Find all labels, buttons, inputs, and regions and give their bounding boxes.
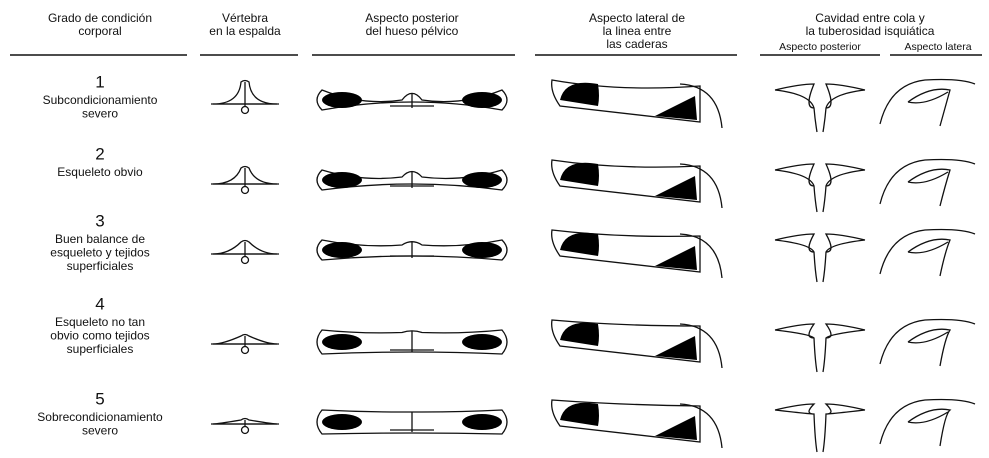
lateral-blob [560,82,599,106]
vertebra-dot [240,255,250,265]
lateral-tail [679,323,723,369]
header-text: Vértebra [222,11,268,25]
lateral-tail [679,83,723,129]
lateral-view [907,88,951,127]
lateral-tail [679,163,723,209]
cavity [774,83,818,133]
header-text: del hueso pélvico [366,24,459,38]
pelvis-blob [322,334,362,350]
row-label: superficiales [67,342,134,356]
row-label: Sobrecondicionamiento [37,410,163,424]
header-text: en la espalda [209,24,281,38]
header-text: la linea entre [603,24,672,38]
row-label: severo [82,424,118,438]
row-label: Buen balance de [55,232,145,246]
lateral-blob [655,96,697,120]
cavity [774,163,818,213]
pelvis-blob [462,92,502,108]
row-label: obvio como tejidos [50,329,149,343]
vertebra [212,239,278,255]
pelvis [316,169,508,191]
lateral-tail [679,403,723,449]
vertebra-dot [240,345,250,355]
lateral-tail [679,233,723,279]
cavity [822,403,866,453]
lateral-blob [560,162,599,186]
pelvis-blob [322,414,362,430]
pelvis-blob [322,92,362,108]
score: 3 [95,211,104,230]
lateral-blob [560,402,599,426]
lateral-blob [655,246,697,270]
vertebra [212,165,278,185]
header-text: la tuberosidad isquiática [806,24,935,38]
row-label: severo [82,107,118,121]
lateral-blob [560,322,599,346]
subheader: Aspecto posterior [779,41,861,53]
score: 1 [95,72,104,91]
pelvis [316,409,508,435]
header-text: Grado de condición [48,11,152,25]
header-text: Aspecto lateral de [589,11,685,25]
lateral-view [907,408,952,447]
header-text: Cavidad entre cola y [815,11,924,25]
cavity [822,163,866,213]
pelvis-blob [462,242,502,258]
vertebra [212,333,278,345]
lateral-view [907,168,951,207]
cavity [822,323,866,373]
header-text: Aspecto posterior [365,11,458,25]
vertebra [212,79,278,105]
pelvis [316,89,508,111]
subheader: Aspecto latera [904,41,971,53]
lateral-view [879,78,976,125]
lateral-view [907,238,951,277]
row-label: Esqueleto no tan [55,315,145,329]
vertebra-dot [240,105,250,115]
header-text: corporal [78,24,121,38]
cavity [774,233,818,283]
pelvis-blob [322,242,362,258]
row-label: esqueleto y tejidos [50,246,149,260]
row-label: superficiales [67,259,134,273]
pelvis-blob [462,172,502,188]
lateral-view [879,158,976,205]
cavity [774,323,818,373]
vertebra-dot [240,185,250,195]
row-label: Esqueleto obvio [57,165,143,179]
lateral-view [879,228,976,275]
lateral-view [879,398,976,445]
score: 4 [95,294,104,313]
cavity [774,403,818,453]
pelvis-blob [322,172,362,188]
lateral-blob [655,336,697,360]
lateral-blob [655,416,697,440]
pelvis [316,239,508,261]
vertebra-dot [240,425,250,435]
pelvis-blob [462,414,502,430]
score: 2 [95,144,104,163]
pelvis [316,329,508,355]
lateral-view [907,328,952,367]
lateral-view [879,318,976,365]
cavity [822,233,866,283]
row-label: Subcondicionamiento [43,93,158,107]
lateral-blob [560,232,599,256]
score: 5 [95,389,104,408]
header-text: las caderas [606,37,667,51]
pelvis-blob [462,334,502,350]
lateral-blob [655,176,697,200]
cavity [822,83,866,133]
